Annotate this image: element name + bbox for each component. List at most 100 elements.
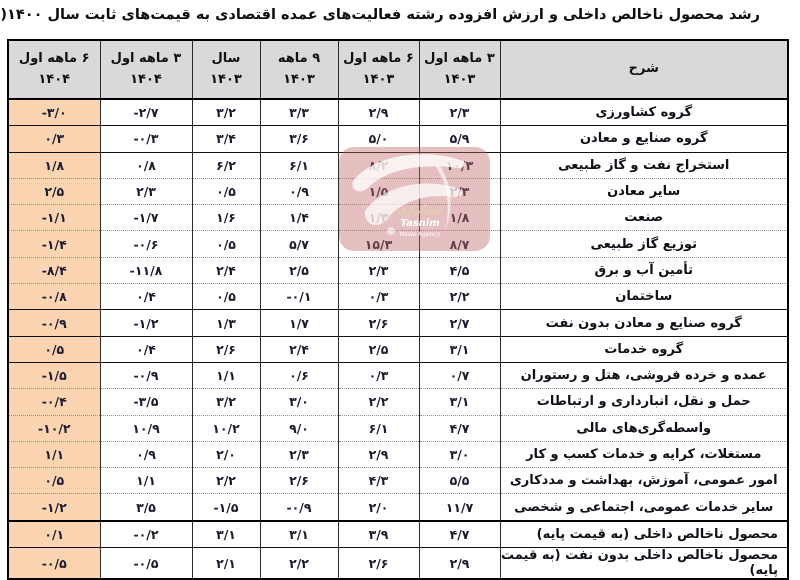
header-row: شرح ۳ ماهه اول ۱۴۰۳ ۶ ماهه اول ۱۴۰۳ ۹ ماهه ۱۴… (7, 40, 789, 100)
value-cell: ۱/۳ (337, 204, 420, 231)
value-cell: ۱/۱ (191, 361, 261, 389)
value-cell: ۰/۳ (337, 361, 420, 389)
value-cell: ۳/۲ (191, 98, 261, 126)
value-cell: ۱۰/۹ (99, 414, 193, 442)
table-row: مستغلات، کرایه و خدمات کسب و کار ۳/۰ ۲/۹ ۲/… (7, 440, 789, 468)
table-row: سایر خدمات عمومی، اجتماعی و شخصی ۱۱/۷ ۲/۰-… (7, 493, 789, 521)
value-cell: ۱/۳ (191, 309, 261, 337)
table-row: تأمین آب و برق ۴/۵ ۲/۳ ۲/۵ ۲/۴ -۱۱/۸ -۸/۴ (7, 256, 789, 284)
value-cell: ۲/۳ (259, 440, 339, 468)
value-cell: ۳/۱ (191, 519, 261, 548)
value-cell: ۸/۲ (337, 151, 420, 179)
table-row: محصول ناخالص داخلی (به قیمت پایه) ۴/۷ ۳/۹ ۳… (7, 519, 789, 548)
value-cell: ۸/۷ (418, 230, 501, 258)
value-cell: ۰/۵ (7, 467, 101, 494)
table-row: استخراج نفت و گاز طبیعی ۱۰/۳ ۸/۲ ۶/۱ ۶/۲ ۰/۸ ۱… (7, 151, 789, 179)
value-cell: -۳/۰ (7, 98, 101, 126)
value-cell: ۲/۶ (337, 309, 420, 337)
value-cell: ۰/۷ (418, 361, 501, 389)
value-cell: ۱/۸ (7, 151, 101, 179)
value-cell: ۰/۱ (7, 519, 101, 548)
value-cell: ۳/۰ (259, 388, 339, 416)
value-cell: ۱/۸ (418, 204, 501, 231)
row-label: سایر خدمات عمومی، اجتماعی و شخصی (499, 493, 789, 521)
value-cell: ۲/۹ (418, 547, 501, 580)
table-row: گروه صنایع و معادن ۵/۹ ۵/۰ ۳/۶ ۳/۴ -۰/۳ ۰/۳ (7, 125, 789, 153)
value-cell: -۱۱/۸ (99, 256, 193, 284)
value-cell: ۰/۹ (259, 177, 339, 205)
value-cell: -۰/۳ (99, 125, 193, 153)
value-cell: ۲/۳ (418, 177, 501, 205)
value-cell: -۰/۲ (99, 519, 193, 548)
value-cell: -۱/۴ (7, 230, 101, 258)
value-cell: -۱/۷ (99, 204, 193, 231)
value-cell: ۱/۱ (99, 467, 193, 494)
value-cell: -۰/۹ (99, 361, 193, 389)
row-label: محصول ناخالص داخلی (به قیمت پایه) (499, 519, 789, 548)
table-row: واسطه‌گری‌های مالی ۴/۷ ۶/۱ ۹/۰ ۱۰/۲ ۱۰/۹ -۱۰/۲ (7, 414, 789, 442)
row-label: گروه کشاورزی (499, 98, 789, 126)
value-cell: ۵/۰ (337, 125, 420, 153)
value-cell: -۲/۷ (99, 98, 193, 126)
value-cell: ۲/۲ (259, 547, 339, 580)
table-body: گروه کشاورزی ۲/۳ ۲/۹ ۳/۳ ۳/۲ -۲/۷ -۳/۰ گروه صنا… (7, 98, 789, 580)
col-header-5: ۶ ماهه اول ۱۴۰۴ (7, 40, 101, 100)
value-cell: ۳/۹ (337, 519, 420, 548)
table-row: گروه صنایع و معادن بدون نفت ۲/۷ ۲/۶ ۱/۷ ۱/۳-… (7, 309, 789, 337)
col-header-3: سال ۱۴۰۳ (191, 40, 261, 100)
value-cell: ۱۵/۳ (337, 230, 420, 258)
value-cell: ۲/۴ (259, 335, 339, 363)
value-cell: ۳/۱ (418, 388, 501, 416)
value-cell: ۱/۷ (259, 309, 339, 337)
value-cell: ۵/۹ (418, 125, 501, 153)
row-label: حمل و نقل، انبارداری و ارتباطات (499, 388, 789, 416)
value-cell: -۰/۵ (7, 547, 101, 580)
value-cell: ۹/۰ (259, 414, 339, 442)
value-cell: ۶/۲ (191, 151, 261, 179)
value-cell: ۳/۰ (418, 440, 501, 468)
value-cell: -۰/۹ (259, 493, 339, 521)
value-cell: ۰/۵ (191, 283, 261, 310)
value-cell: ۲/۳ (99, 177, 193, 205)
row-label: واسطه‌گری‌های مالی (499, 414, 789, 442)
value-cell: ۰/۵ (7, 335, 101, 363)
value-cell: ۰/۴ (99, 335, 193, 363)
value-cell: ۳/۱ (259, 519, 339, 548)
value-cell: ۶/۱ (259, 151, 339, 179)
row-label: سایر معادن (499, 177, 789, 205)
row-label: صنعت (499, 204, 789, 231)
table-row: توزیع گاز طبیعی ۸/۷ ۱۵/۳ ۵/۷ ۰/۵ -۰/۶ -۱/۴ (7, 230, 789, 258)
value-cell: ۴/۷ (418, 414, 501, 442)
value-cell: ۲/۱ (191, 547, 261, 580)
value-cell: ۲/۶ (259, 467, 339, 494)
value-cell: ۱/۶ (191, 204, 261, 231)
value-cell: ۲/۰ (191, 440, 261, 468)
value-cell: ۲/۲ (418, 283, 501, 310)
value-cell: -۱۰/۲ (7, 414, 101, 442)
row-label: ساختمان (499, 283, 789, 310)
col-header-0: ۳ ماهه اول ۱۴۰۳ (418, 40, 501, 100)
row-label: گروه خدمات (499, 335, 789, 363)
value-cell: -۳/۵ (99, 388, 193, 416)
row-label: امور عمومی، آموزش، بهداشت و مددکاری (499, 467, 789, 494)
value-cell: ۰/۴ (99, 283, 193, 310)
table-row: صنعت ۱/۸ ۱/۳ ۱/۴ ۱/۶ -۱/۷ -۱/۱ (7, 204, 789, 231)
value-cell: -۰/۵ (99, 547, 193, 580)
col-header-4: ۳ ماهه اول ۱۴۰۴ (99, 40, 193, 100)
row-label: تأمین آب و برق (499, 256, 789, 284)
value-cell: ۳/۵ (99, 493, 193, 521)
row-label: گروه صنایع و معادن بدون نفت (499, 309, 789, 337)
row-label: مستغلات، کرایه و خدمات کسب و کار (499, 440, 789, 468)
value-cell: ۳/۲ (191, 388, 261, 416)
value-cell: ۲/۳ (337, 256, 420, 284)
table-row: حمل و نقل، انبارداری و ارتباطات ۳/۱ ۲/۲ ۳/۰… (7, 388, 789, 416)
value-cell: ۲/۶ (337, 547, 420, 580)
value-cell: ۱۱/۷ (418, 493, 501, 521)
table-row: ساختمان ۲/۲ ۰/۳ -۰/۱ ۰/۵ ۰/۴ -۰/۸ (7, 283, 789, 310)
value-cell: -۱/۱ (7, 204, 101, 231)
value-cell: ۲/۷ (418, 309, 501, 337)
value-cell: ۲/۴ (191, 256, 261, 284)
value-cell: ۱۰/۲ (191, 414, 261, 442)
value-cell: ۲/۹ (337, 98, 420, 126)
value-cell: ۴/۵ (418, 256, 501, 284)
